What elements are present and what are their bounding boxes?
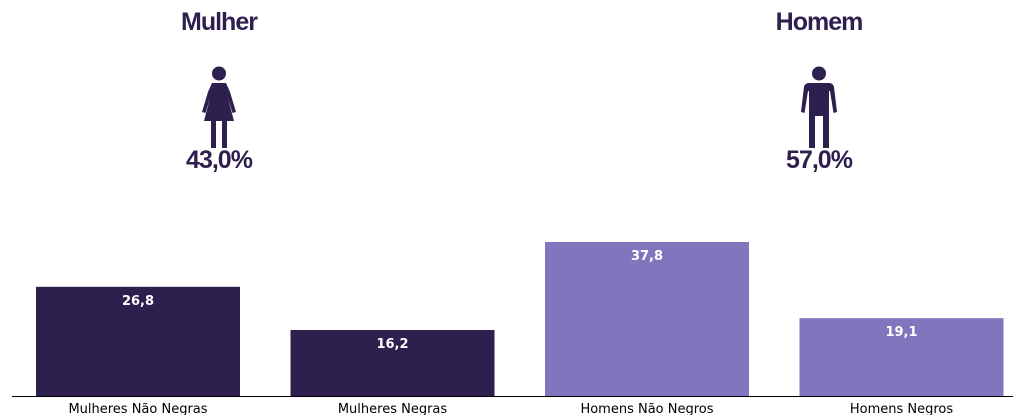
labels-layer: 26,8 Mulheres Não Negras 16,2 Mulheres Negr… [68, 249, 953, 415]
female-person-icon [202, 66, 236, 148]
bars-layer [36, 242, 1004, 396]
bar-value-label-0: 26,8 [122, 294, 154, 309]
bar-2 [545, 242, 749, 396]
female-title: Mulher [181, 8, 258, 36]
male-title: Homem [775, 8, 864, 36]
bar-value-label-1: 16,2 [376, 337, 408, 352]
category-label-0: Mulheres Não Negras [68, 402, 207, 415]
category-label-2: Homens Não Negros [580, 402, 713, 415]
bar-3 [799, 318, 1004, 396]
bar-1 [290, 330, 495, 396]
female-percent: 43,0% [186, 146, 253, 174]
bar-value-label-2: 37,8 [631, 249, 663, 264]
category-label-1: Mulheres Negras [338, 402, 448, 415]
bar-value-label-3: 19,1 [885, 325, 917, 340]
male-percent: 57,0% [786, 146, 853, 174]
bar-0 [36, 286, 240, 396]
category-label-3: Homens Negros [850, 402, 954, 415]
male-person-icon [801, 66, 837, 148]
